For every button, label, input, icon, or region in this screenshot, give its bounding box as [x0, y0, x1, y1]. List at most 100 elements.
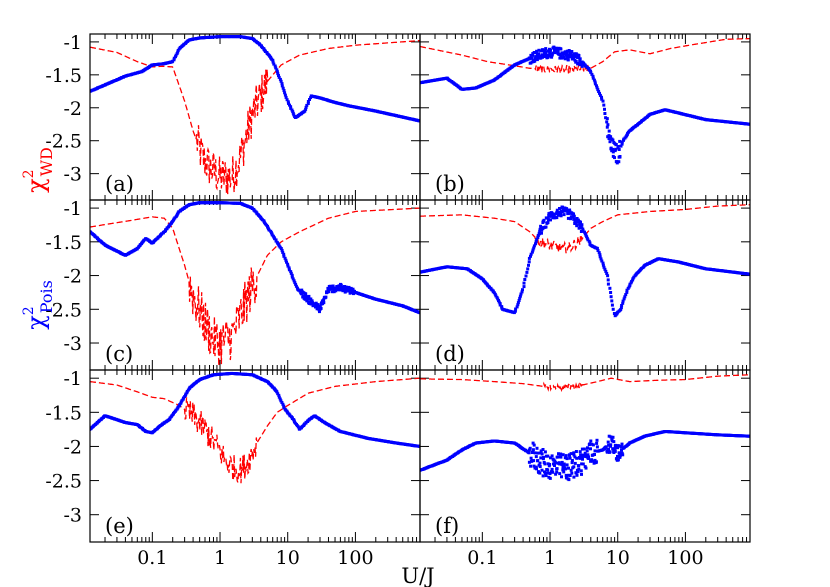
- pois-point: [646, 262, 649, 266]
- x-tick-label: 0.1: [467, 547, 497, 569]
- pois-point: [544, 225, 548, 229]
- pois-point: [553, 459, 557, 463]
- pois-point: [527, 260, 531, 264]
- pois-point: [609, 435, 613, 439]
- pois-point: [543, 55, 546, 58]
- pois-point: [540, 231, 543, 235]
- pois-point: [277, 395, 281, 399]
- pois-point: [306, 102, 310, 105]
- pois-point: [289, 106, 293, 110]
- pois-point: [302, 294, 305, 298]
- pois-point: [621, 453, 625, 457]
- pois-point: [625, 290, 629, 294]
- pois-point: [564, 467, 567, 471]
- pois-point: [536, 54, 540, 58]
- pois-point: [282, 254, 286, 258]
- pois-point: [550, 454, 554, 458]
- pois-point: [595, 86, 599, 90]
- y-axis-title-wd: χ2WD: [21, 147, 56, 193]
- pois-point: [322, 298, 326, 302]
- panel-c: -1 -1.5 -2 -2.5 -3 (c): [45, 198, 421, 371]
- pois-point: [613, 156, 616, 160]
- pois-point: [289, 105, 293, 109]
- pois-point: [587, 239, 591, 243]
- panel-data: [90, 201, 420, 366]
- pois-point: [613, 446, 617, 450]
- pois-point: [539, 456, 543, 460]
- pois-point: [610, 437, 614, 441]
- y-tick-label: -2.5: [45, 471, 82, 493]
- pois-point: [569, 452, 573, 456]
- pois-point: [529, 53, 533, 57]
- pois-point: [566, 216, 570, 220]
- pois-point: [623, 295, 627, 299]
- x-tick-label: 10: [276, 547, 300, 569]
- pois-point: [516, 301, 520, 305]
- pois-point: [548, 51, 552, 55]
- pois-point: [543, 52, 546, 56]
- x-tick-label: 100: [337, 547, 373, 569]
- pois-point: [605, 449, 609, 453]
- pois-point: [324, 295, 328, 299]
- pois-point: [748, 122, 750, 126]
- pois-point: [176, 50, 180, 54]
- pois-point: [549, 218, 552, 222]
- pois-point: [572, 475, 576, 479]
- pois-point: [563, 57, 567, 61]
- pois-point: [557, 452, 560, 456]
- pois-point: [535, 58, 539, 62]
- pois-point: [569, 217, 573, 221]
- pois-point: [570, 461, 574, 465]
- pois-point: [513, 309, 517, 313]
- pois-point: [567, 478, 571, 482]
- pois-point: [575, 224, 579, 228]
- panel-label: (e): [105, 514, 134, 538]
- pois-point: [532, 443, 536, 447]
- y-tick-label: -1: [63, 368, 82, 390]
- y-tick-label: -3: [63, 333, 82, 355]
- panel-data: [420, 204, 750, 318]
- pois-point: [541, 448, 545, 451]
- pois-point: [536, 451, 540, 455]
- pois-point: [585, 235, 589, 239]
- pois-point: [558, 56, 562, 60]
- pois-point: [603, 107, 606, 111]
- pois-point: [496, 297, 500, 301]
- pois-point: [529, 464, 533, 468]
- pois-point: [564, 454, 568, 458]
- panel-e: -1 -1.5 -2 -2.5 -3 0.1 1 10 100 (e): [45, 368, 421, 569]
- pois-point: [605, 272, 609, 275]
- pois-point: [530, 250, 534, 254]
- pois-point: [617, 160, 621, 164]
- pois-point: [604, 116, 608, 120]
- pois-point: [529, 456, 533, 460]
- pois-point: [570, 459, 574, 462]
- pois-point: [594, 460, 598, 464]
- y-title-pois-main: χ: [22, 315, 50, 330]
- pois-point: [285, 260, 288, 264]
- pois-point: [574, 59, 578, 63]
- pois-point: [535, 467, 538, 471]
- panel-d: (d): [419, 199, 751, 371]
- pois-point: [567, 453, 571, 457]
- pois-point: [625, 288, 629, 292]
- pois-point: [280, 248, 284, 252]
- pois-point: [546, 468, 550, 472]
- wd-series-line: [90, 377, 420, 484]
- pois-point: [538, 229, 542, 233]
- pois-point: [528, 446, 532, 450]
- pois-point: [577, 464, 581, 468]
- wd-series-line: [90, 39, 420, 195]
- pois-point: [615, 457, 619, 460]
- pois-point: [284, 95, 288, 99]
- wd-series-line: [420, 204, 750, 255]
- pois-point: [559, 47, 563, 51]
- pois-point: [610, 439, 614, 443]
- pois-point: [589, 439, 593, 443]
- pois-point: [572, 217, 576, 221]
- pois-point: [555, 47, 559, 51]
- panel-data: [420, 374, 750, 482]
- pois-point: [573, 461, 577, 465]
- pois-point: [620, 442, 624, 446]
- pois-point: [540, 228, 544, 232]
